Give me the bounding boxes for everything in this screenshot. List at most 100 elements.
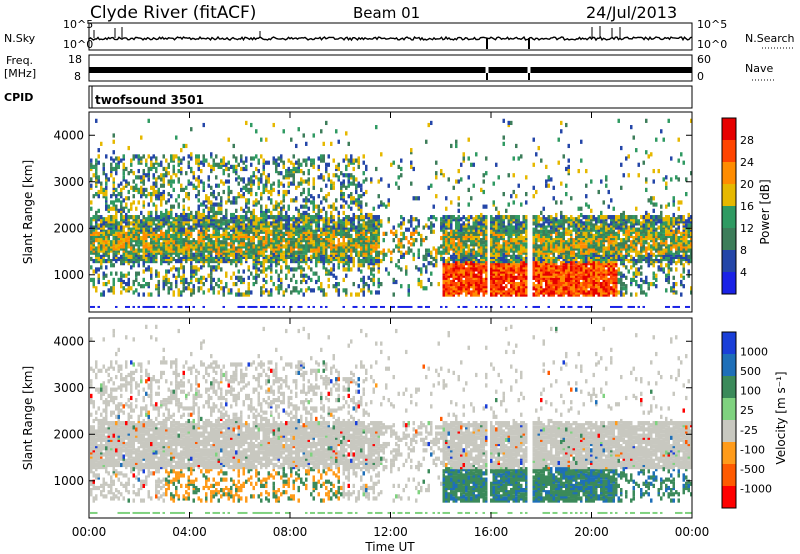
heatmap-cell xyxy=(355,250,358,255)
heatmap-cell xyxy=(432,215,435,220)
heatmap-cell xyxy=(290,267,293,272)
heatmap-cell xyxy=(352,212,355,218)
heatmap-cell xyxy=(267,254,270,259)
heatmap-cell xyxy=(167,179,170,184)
heatmap-cell xyxy=(362,244,365,249)
heatmap-cell xyxy=(255,269,258,274)
heatmap-cell xyxy=(455,242,458,247)
heatmap-cell xyxy=(320,129,323,134)
heatmap-cell xyxy=(252,171,255,176)
heatmap-cell xyxy=(312,158,315,163)
heatmap-cell xyxy=(185,171,188,176)
heatmap-cell xyxy=(307,286,310,291)
heatmap-cell xyxy=(142,277,145,283)
heatmap-cell xyxy=(180,221,183,226)
heatmap-cell xyxy=(500,275,503,280)
heatmap-cell xyxy=(97,238,100,243)
heatmap-cell xyxy=(270,292,273,297)
heatmap-cell xyxy=(170,175,173,180)
heatmap-cell xyxy=(125,166,128,172)
heatmap-cell xyxy=(462,215,465,220)
heatmap-cell xyxy=(200,202,203,207)
heatmap-cell xyxy=(347,162,350,167)
heatmap-cell xyxy=(197,240,200,245)
heatmap-cell xyxy=(555,212,558,218)
heatmap-cell xyxy=(280,154,283,159)
heatmap-cell xyxy=(447,279,450,285)
heatmap-cell xyxy=(152,240,155,245)
heatmap-cell xyxy=(247,229,250,234)
heatmap-cell xyxy=(137,244,140,249)
heatmap-cell xyxy=(95,171,98,176)
heatmap-cell xyxy=(297,254,300,259)
heatmap-cell xyxy=(165,208,168,213)
heatmap-cell xyxy=(247,250,250,255)
heatmap-cell xyxy=(550,225,553,230)
heatmap-cell xyxy=(362,279,365,285)
heatmap-cell xyxy=(365,282,368,287)
heatmap-cell xyxy=(147,154,150,159)
heatmap-cell xyxy=(502,233,505,239)
heatmap-cell xyxy=(297,233,300,239)
heatmap-cell xyxy=(367,223,370,228)
heatmap-cell xyxy=(245,254,248,259)
heatmap-cell xyxy=(470,261,473,266)
heatmap-cell xyxy=(485,225,488,230)
heatmap-cell xyxy=(317,194,320,199)
heatmap-cell xyxy=(292,198,295,203)
heatmap-cell xyxy=(422,286,425,291)
heatmap-cell xyxy=(130,286,133,291)
heatmap-cell xyxy=(110,173,113,178)
heatmap-cell xyxy=(187,154,190,159)
heatmap-cell xyxy=(305,279,308,285)
heatmap-cell xyxy=(305,196,308,201)
heatmap-cell xyxy=(332,263,335,268)
heatmap-cell xyxy=(470,256,473,262)
heatmap-cell xyxy=(255,244,258,249)
heatmap-cell xyxy=(362,192,365,197)
heatmap-cell xyxy=(467,202,470,207)
heatmap-cell xyxy=(132,279,135,285)
heatmap-cell xyxy=(407,292,410,297)
cpid-frame xyxy=(88,85,693,109)
heatmap-cell xyxy=(417,305,420,308)
heatmap-cell xyxy=(197,267,200,272)
heatmap-cell xyxy=(425,269,428,274)
heatmap-cell xyxy=(97,194,100,199)
heatmap-cell xyxy=(540,217,543,222)
heatmap-cell xyxy=(302,158,305,163)
heatmap-cell xyxy=(392,305,395,308)
heatmap-cell xyxy=(235,156,238,161)
heatmap-cell xyxy=(260,235,263,241)
heatmap-cell xyxy=(290,305,293,308)
heatmap-cell xyxy=(485,273,488,278)
heatmap-cell xyxy=(220,279,223,285)
heatmap-cell xyxy=(350,233,353,239)
heatmap-cell xyxy=(417,248,420,253)
heatmap-cell xyxy=(320,305,323,308)
heatmap-cell xyxy=(255,275,258,280)
heatmap-cell xyxy=(257,273,260,278)
heatmap-cell xyxy=(370,231,373,236)
heatmap-cell xyxy=(480,212,483,218)
heatmap-cell xyxy=(215,227,218,232)
heatmap-cell xyxy=(372,273,375,278)
heatmap-cell xyxy=(307,181,310,186)
heatmap-cell xyxy=(452,267,455,272)
heatmap-cell xyxy=(277,231,280,236)
heatmap-cell xyxy=(490,252,493,257)
heatmap-cell xyxy=(92,215,95,220)
heatmap-cell xyxy=(347,183,350,188)
heatmap-cell xyxy=(377,250,380,255)
heatmap-cell xyxy=(552,217,555,222)
heatmap-cell xyxy=(142,284,145,289)
heatmap-cell xyxy=(130,265,133,270)
heatmap-cell xyxy=(402,235,405,241)
heatmap-cell xyxy=(105,204,108,209)
heatmap-cell xyxy=(557,219,560,224)
heatmap-cell xyxy=(302,292,305,297)
heatmap-cell xyxy=(200,256,203,262)
heatmap-cell xyxy=(330,210,333,216)
heatmap-cell xyxy=(202,185,205,190)
heatmap-cell xyxy=(412,227,415,232)
